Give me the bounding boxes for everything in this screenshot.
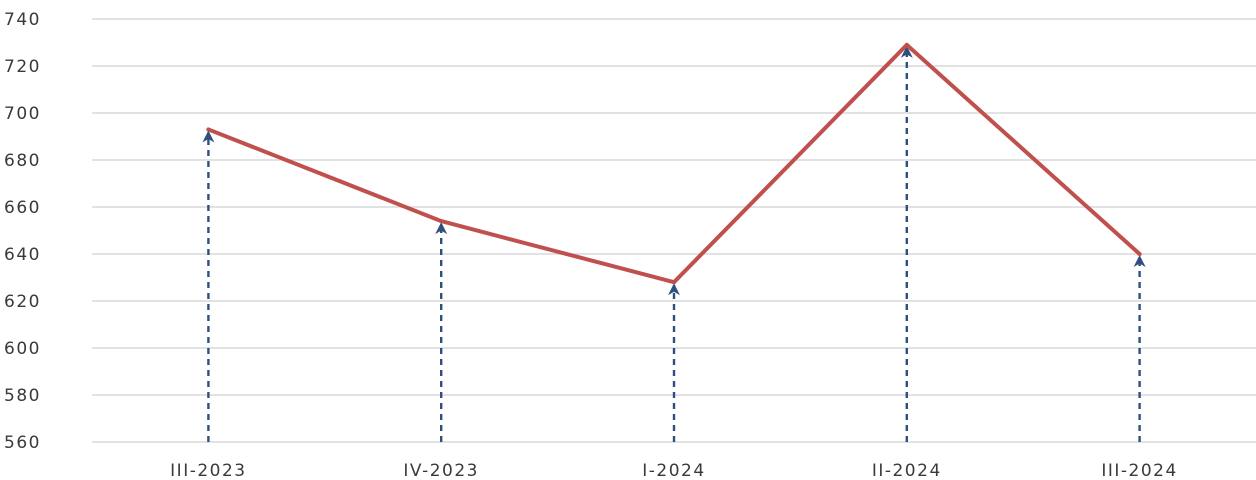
data-point [206, 127, 211, 132]
x-tick-label: I-2024 [642, 461, 705, 480]
y-tick-label: 580 [4, 386, 41, 406]
data-point [672, 280, 676, 285]
data-point [1137, 252, 1142, 256]
data-point [904, 42, 909, 47]
y-tick-label: 740 [4, 10, 41, 30]
x-axis-tick-labels: III-2023 IV-2023 I-2024 II-2024 III-2024 [170, 461, 1177, 480]
y-tick-label: 560 [4, 433, 41, 453]
x-tick-label: III-2023 [170, 461, 246, 480]
y-tick-label: 680 [4, 151, 41, 171]
series-line [206, 42, 1142, 285]
y-tick-label: 660 [4, 198, 41, 218]
drop-arrows [202, 45, 1146, 442]
x-tick-label: IV-2023 [403, 461, 479, 480]
gridlines [92, 18, 1256, 443]
y-tick-label: 600 [4, 339, 41, 359]
x-tick-label: II-2024 [872, 461, 942, 480]
y-tick-label: 700 [4, 104, 41, 124]
y-tick-label: 720 [4, 57, 41, 77]
y-tick-label: 640 [4, 245, 41, 265]
x-tick-label: III-2024 [1101, 461, 1177, 480]
y-axis-tick-labels: 560 580 600 620 640 660 680 700 720 740 [4, 10, 41, 453]
data-point [439, 219, 444, 224]
y-tick-label: 620 [4, 292, 41, 312]
series-lines [206, 42, 1142, 285]
